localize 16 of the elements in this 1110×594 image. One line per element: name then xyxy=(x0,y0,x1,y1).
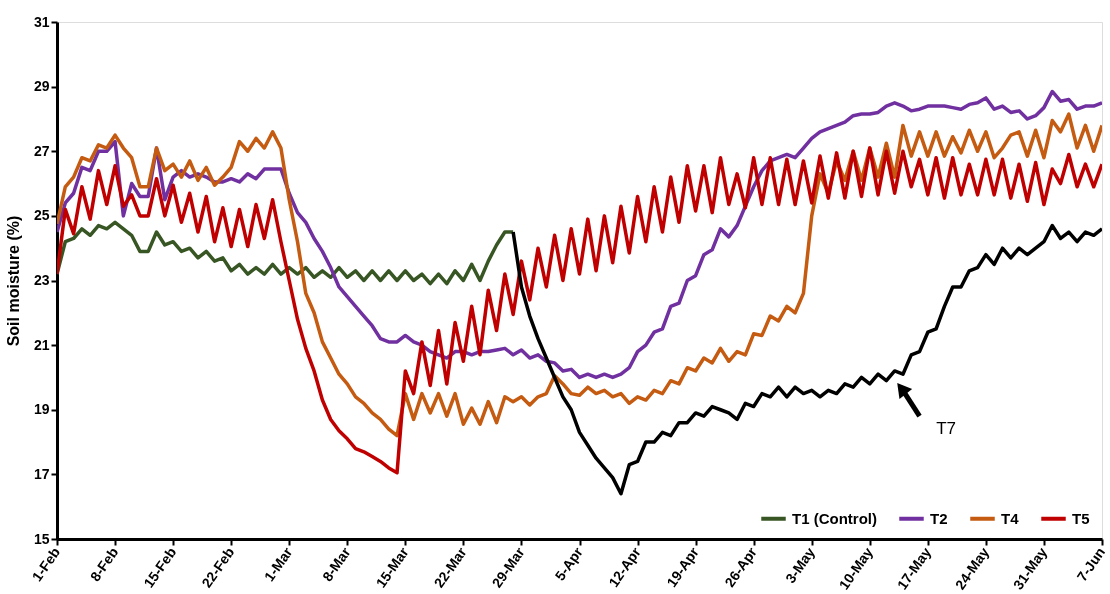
legend-label: T5 xyxy=(1072,509,1090,527)
y-tick-label: 17 xyxy=(33,465,50,482)
y-axis-title: Soil moisture (%) xyxy=(4,215,22,347)
y-tick-label: 19 xyxy=(33,401,50,418)
legend-label: T4 xyxy=(1001,509,1020,527)
y-tick-label: 29 xyxy=(33,78,50,95)
y-tick-label: 15 xyxy=(33,530,50,547)
line-series xyxy=(511,223,1102,496)
legend-label: T2 xyxy=(930,509,948,527)
annotation: T7 xyxy=(936,419,956,439)
y-tick-label: 31 xyxy=(33,13,50,30)
legend-label: T1 (Control) xyxy=(792,509,877,527)
y-tick-label: 25 xyxy=(33,207,50,224)
y-tick-label: 21 xyxy=(33,336,50,353)
y-tick-label: 27 xyxy=(33,142,50,159)
y-tick-label: 23 xyxy=(33,272,50,288)
